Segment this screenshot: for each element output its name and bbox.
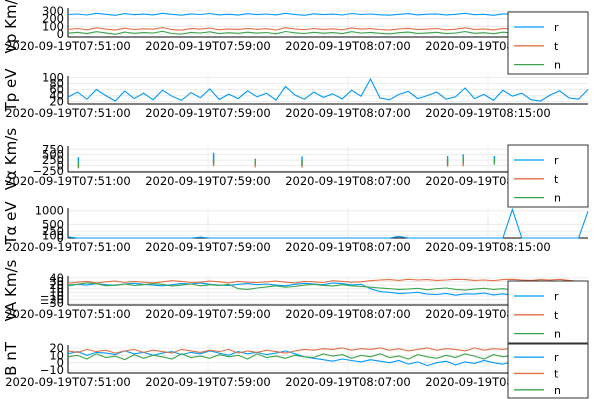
y-tick-label: 0 [57, 231, 64, 245]
y-tick-label: 20 [49, 341, 64, 355]
y-tick-label: 0 [57, 285, 64, 299]
y-tick-label: 100 [42, 71, 64, 85]
legend-box [507, 343, 589, 399]
legend-label-r: r [554, 351, 559, 364]
x-tick-label: 2020-09-19T07:59:00 [145, 240, 271, 254]
legend-box [507, 280, 589, 344]
x-tick-label: 2020-09-19T07:59:00 [145, 174, 271, 188]
series-line-t [67, 278, 589, 284]
y-tick-label: 60 [49, 83, 64, 97]
legend: rtn [507, 343, 589, 399]
x-tick-label: 2020-09-19T07:51:00 [5, 240, 131, 254]
y-tick-label: 30 [49, 274, 64, 288]
legend: rtn [507, 144, 589, 208]
x-tick-label: 2020-09-19T08:15:00 [425, 240, 551, 254]
y-tick-label: 80 [49, 77, 64, 91]
legend-label-t: t [554, 173, 559, 186]
y-axis-label: VA Km/s [2, 259, 20, 321]
y-tick-label: 750 [42, 142, 64, 156]
y-axis-label: B nT [2, 341, 20, 376]
legend-label-r: r [554, 21, 559, 34]
y-tick-label: −30 [40, 296, 64, 310]
y-tick-label: 20 [49, 95, 64, 109]
legend: rtn [507, 280, 589, 344]
x-tick-label: 2020-09-19T07:51:00 [5, 39, 131, 53]
y-tick-label: −250 [32, 164, 64, 178]
y-tick-label: 500 [42, 217, 64, 231]
legend-label-t: t [554, 40, 559, 53]
y-axis-label: Tα eV [2, 201, 20, 246]
x-tick-label: 2020-09-19T08:07:00 [285, 307, 411, 321]
y-tick-label: 20 [49, 278, 64, 292]
y-tick-label: −20 [40, 293, 64, 307]
legend-box [507, 144, 589, 208]
legend-label-n: n [554, 59, 561, 72]
y-tick-label: −10 [40, 289, 64, 303]
x-tick-label: 2020-09-19T08:15:00 [425, 106, 551, 120]
legend-label-r: r [554, 290, 559, 303]
x-tick-label: 2020-09-19T07:59:00 [145, 375, 271, 389]
legend-box [507, 11, 589, 75]
y-tick-label: 10 [49, 348, 64, 362]
x-tick-label: 2020-09-19T07:51:00 [5, 307, 131, 321]
legend-label-n: n [554, 328, 561, 341]
y-tick-label: 300 [42, 4, 64, 18]
series-line-t [67, 347, 589, 354]
y-tick-label: 250 [42, 153, 64, 167]
x-tick-label: 2020-09-19T08:07:00 [285, 39, 411, 53]
y-tick-label: 100 [42, 228, 64, 242]
series-line-main [67, 207, 589, 239]
y-tick-label: 10 [49, 282, 64, 296]
x-tick-label: 2020-09-19T08:07:00 [285, 174, 411, 188]
y-tick-label: 0 [57, 159, 64, 173]
series-line-main [67, 77, 589, 102]
legend-label-t: t [554, 367, 559, 380]
y-tick-label: −10 [40, 363, 64, 377]
series-line-n [67, 282, 589, 292]
series-line-n [67, 30, 589, 37]
y-tick-label: 0 [57, 356, 64, 370]
y-tick-label: 200 [42, 12, 64, 26]
x-tick-label: 2020-09-19T07:51:00 [5, 375, 131, 389]
y-tick-label: 1000 [35, 204, 64, 218]
x-tick-label: 2020-09-19T07:59:00 [145, 39, 271, 53]
series-line-r [67, 12, 589, 16]
y-axis-label: Vp Km/s [2, 0, 20, 53]
x-tick-label: 2020-09-19T08:07:00 [285, 106, 411, 120]
x-tick-label: 2020-09-19T08:07:00 [285, 375, 411, 389]
x-tick-label: 2020-09-19T07:51:00 [5, 106, 131, 120]
y-tick-label: 0 [57, 27, 64, 41]
series-line-r [67, 350, 589, 368]
legend-label-n: n [554, 192, 561, 205]
x-tick-label: 2020-09-19T07:51:00 [5, 174, 131, 188]
legend: rtn [507, 11, 589, 75]
y-axis-label: Vα Km/s [2, 128, 20, 190]
series-line-t [67, 26, 589, 31]
series-line-n [67, 353, 589, 361]
series-line-r [67, 282, 589, 297]
y-tick-label: 40 [49, 89, 64, 103]
y-tick-label: 40 [49, 271, 64, 285]
y-tick-label: 100 [42, 19, 64, 33]
legend-label-t: t [554, 309, 559, 322]
y-tick-label: 500 [42, 148, 64, 162]
y-tick-label: 250 [42, 224, 64, 238]
x-tick-label: 2020-09-19T08:07:00 [285, 240, 411, 254]
y-axis-label: Tp eV [2, 68, 20, 113]
x-tick-label: 2020-09-19T07:59:00 [145, 307, 271, 321]
legend-label-n: n [554, 384, 561, 397]
x-tick-label: 2020-09-19T07:59:00 [145, 106, 271, 120]
legend-label-r: r [554, 154, 559, 167]
